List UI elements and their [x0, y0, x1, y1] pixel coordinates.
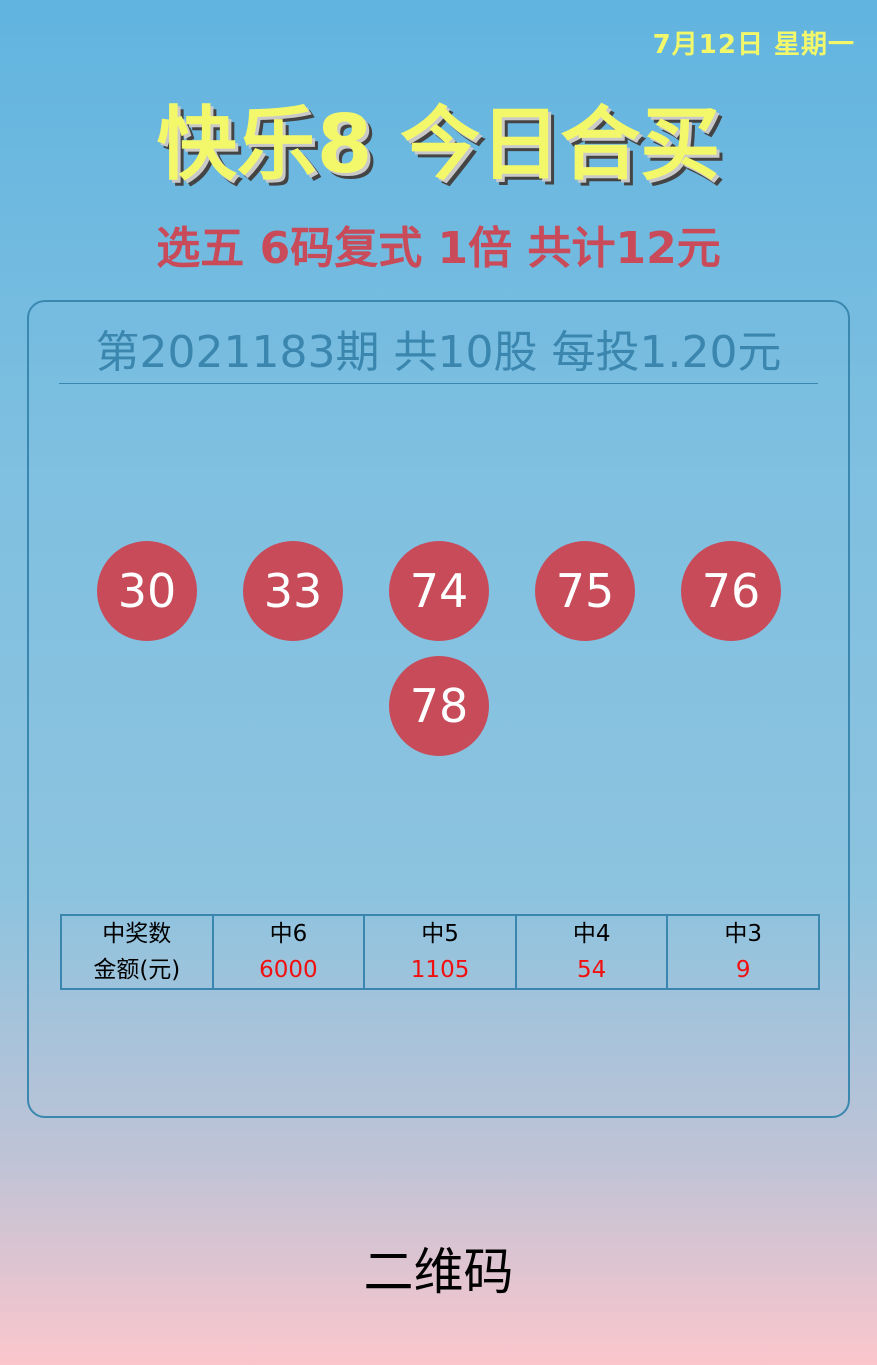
number-ball: 30 — [97, 541, 197, 641]
amount-header: 金额(元) — [93, 957, 181, 983]
date-label: 7月12日 星期一 — [652, 30, 855, 60]
number-ball: 78 — [389, 656, 489, 756]
hits-label: 中6 — [269, 921, 308, 947]
bet-summary: 选五 6码复式 1倍 共计12元 — [156, 223, 721, 274]
number-ball: 33 — [243, 541, 343, 641]
number-ball: 74 — [389, 541, 489, 641]
hits-label: 中3 — [724, 921, 763, 947]
bet-card: 第2021183期 共10股 每投1.20元 30 33 74 75 76 78… — [27, 300, 850, 1118]
hits-header: 中奖数 — [102, 921, 172, 947]
prize-table: 中奖数 金额(元) 中6 6000 中5 1105 中4 54 中3 9 — [60, 914, 820, 990]
prize-amount: 9 — [735, 957, 751, 983]
table-cell: 中3 9 — [666, 914, 820, 990]
table-cell: 中6 6000 — [211, 914, 366, 990]
issue-line: 第2021183期 共10股 每投1.20元 — [95, 327, 782, 378]
prize-amount: 6000 — [259, 957, 318, 983]
prize-amount: 1105 — [410, 957, 470, 983]
table-row: 中奖数 金额(元) 中6 6000 中5 1105 中4 54 中3 9 — [60, 914, 820, 990]
number-ball: 75 — [535, 541, 635, 641]
qr-code-label: 二维码 — [363, 1243, 514, 1301]
prize-amount: 54 — [577, 957, 607, 983]
hits-label: 中5 — [421, 921, 459, 947]
table-header-cell: 中奖数金额(元) — [60, 914, 214, 990]
table-cell: 中5 1105 — [363, 914, 517, 990]
divider — [59, 383, 818, 384]
table-cell: 中4 54 — [514, 914, 669, 990]
number-ball: 76 — [681, 541, 781, 641]
hits-label: 中4 — [572, 921, 611, 947]
page-title: 快乐8 今日合买 — [156, 98, 721, 191]
